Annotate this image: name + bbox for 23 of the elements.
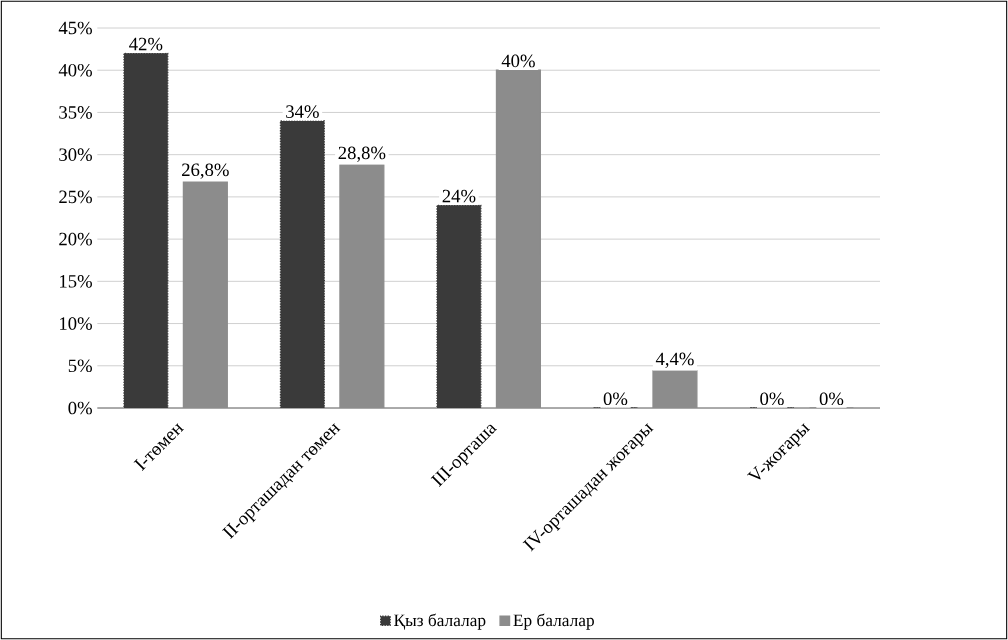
data-label: 0%: [603, 392, 628, 406]
y-tick-label: 35%: [59, 106, 92, 119]
data-label: 28,8%: [338, 146, 386, 162]
y-tick-label: 20%: [59, 232, 92, 246]
data-label: 0%: [760, 392, 784, 406]
y-tick-label: 5%: [68, 359, 92, 373]
data-label: 24%: [442, 189, 476, 203]
bar: [123, 52, 169, 408]
y-tick-label: 45%: [58, 21, 92, 35]
legend-label: Ер балалар: [513, 613, 594, 630]
y-tick-label: 10%: [60, 317, 92, 330]
y-tick-label: 30%: [59, 148, 92, 161]
data-label: 34%: [286, 105, 319, 118]
data-label: 26,8%: [182, 163, 229, 179]
data-label: 42%: [129, 37, 163, 51]
legend-label: Қыз балалар: [394, 613, 486, 630]
y-tick-label: 25%: [59, 190, 92, 204]
data-label: 40%: [501, 54, 535, 68]
data-label: 0%: [819, 392, 844, 406]
y-tick-label: 40%: [58, 63, 92, 77]
y-tick-label: 15%: [60, 275, 92, 288]
data-label: 4,4%: [655, 352, 694, 368]
y-tick-label: 0%: [68, 401, 92, 415]
